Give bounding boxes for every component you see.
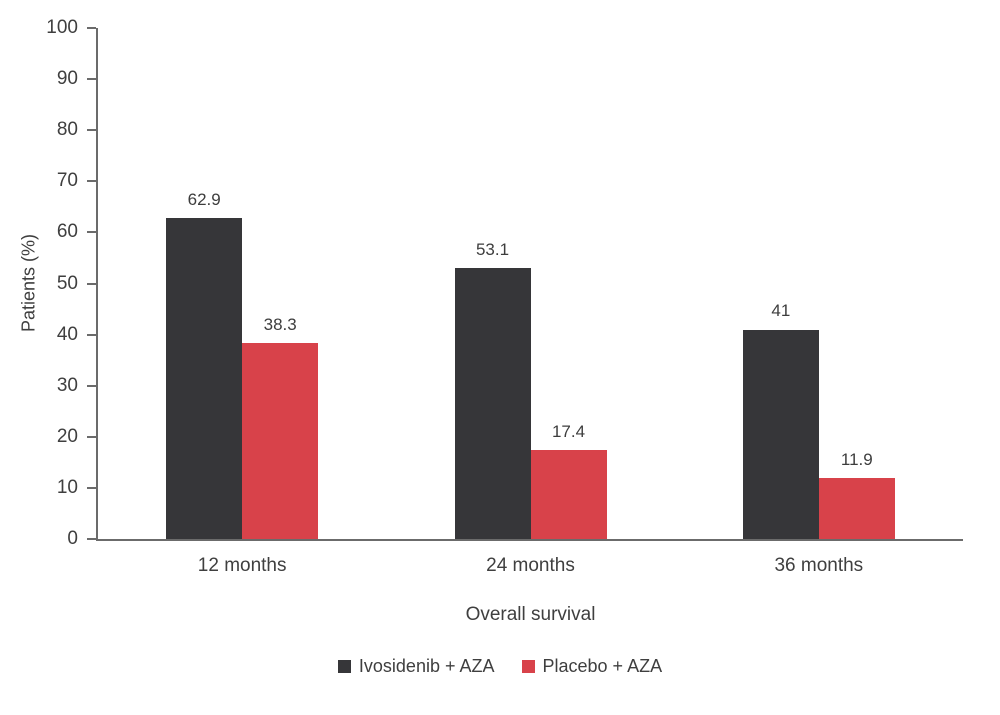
legend-item-ivosidenib-aza: Ivosidenib + AZA xyxy=(337,656,495,677)
legend-label: Placebo + AZA xyxy=(542,656,663,676)
x-category-label: 36 months xyxy=(774,555,864,576)
y-tick-label: 30 xyxy=(56,374,78,396)
legend: Ivosidenib + AZA Placebo + AZA xyxy=(0,656,1000,677)
y-tick-label: 10 xyxy=(56,476,78,498)
y-tick-label: 20 xyxy=(56,425,78,447)
legend-label: Ivosidenib + AZA xyxy=(358,656,495,676)
y-tick-mark xyxy=(87,282,96,285)
bar-placebo-aza-36-months xyxy=(818,478,895,539)
bar-placebo-aza-24-months xyxy=(530,450,607,539)
y-tick-mark xyxy=(87,486,96,489)
y-tick-mark xyxy=(87,384,96,387)
y-tick-label: 70 xyxy=(56,170,78,192)
y-tick-label: 100 xyxy=(46,17,78,38)
value-label: 38.3 xyxy=(263,315,297,335)
x-category-label: 24 months xyxy=(486,555,575,576)
y-tick-mark xyxy=(87,538,96,540)
y-tick-mark xyxy=(87,231,96,234)
y-tick-label: 80 xyxy=(56,119,78,141)
value-label: 62.9 xyxy=(187,189,221,209)
y-tick-mark xyxy=(87,27,96,29)
bar-ivosidenib-aza-36-months xyxy=(742,329,819,539)
x-category-label: 12 months xyxy=(197,555,287,576)
plot-area: 0 10 20 30 40 50 60 70 80 90 100 62.9 38.3 12 months 5… xyxy=(46,18,963,576)
value-label: 11.9 xyxy=(840,450,873,470)
y-tick-label: 40 xyxy=(56,323,78,345)
y-tick-mark xyxy=(87,435,96,438)
y-axis-line xyxy=(96,28,98,541)
y-tick-mark xyxy=(87,78,96,81)
value-label: 53.1 xyxy=(475,239,510,259)
y-tick-mark xyxy=(87,333,96,336)
legend-swatch xyxy=(521,660,535,673)
legend-item-placebo-aza: Placebo + AZA xyxy=(521,656,663,677)
x-axis-title: Overall survival xyxy=(465,604,596,625)
y-tick-mark xyxy=(87,180,96,183)
value-label: 17.4 xyxy=(551,422,586,442)
bar-placebo-aza-12-months xyxy=(242,343,319,539)
y-tick-label: 60 xyxy=(56,221,78,243)
y-tick-mark xyxy=(87,129,96,132)
bar-ivosidenib-aza-24-months xyxy=(454,267,531,539)
y-tick-label: 50 xyxy=(56,272,78,294)
bar-ivosidenib-aza-12-months xyxy=(166,217,243,539)
y-tick-label: 0 xyxy=(67,528,78,549)
value-label: 41 xyxy=(771,301,791,321)
legend-swatch xyxy=(337,660,351,673)
y-tick-label: 90 xyxy=(56,68,78,90)
x-axis-line xyxy=(96,539,963,541)
